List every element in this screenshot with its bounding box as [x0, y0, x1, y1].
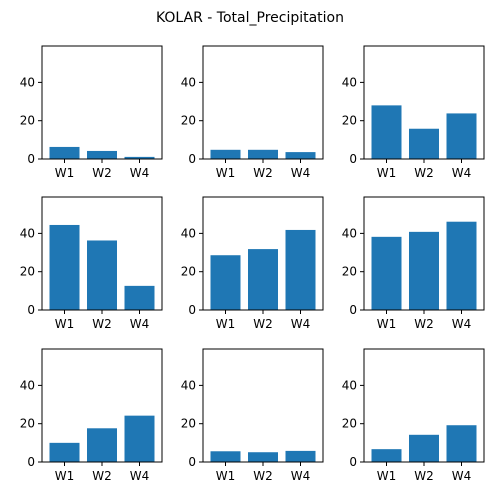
- y-tick-label: 0: [349, 455, 357, 469]
- y-tick-label: 20: [342, 265, 357, 279]
- y-tick-label: 20: [20, 265, 35, 279]
- bar-w2: [87, 428, 117, 462]
- subplot-7: W1 W2 W4 0 20 40: [20, 348, 163, 483]
- y-tick-label: 40: [20, 226, 35, 240]
- bar-w1: [49, 146, 80, 159]
- y-tick-label: 40: [20, 378, 35, 392]
- x-tick-label: W4: [291, 317, 311, 331]
- bar-w4: [285, 229, 316, 310]
- y-tick-label: 0: [349, 152, 357, 166]
- plot-frame: [202, 45, 324, 160]
- y-tick-label: 40: [181, 226, 196, 240]
- chart-title: KOLAR - Total_Precipitation: [156, 10, 344, 26]
- y-tick-label: 40: [342, 75, 357, 89]
- bar-w4: [285, 152, 316, 159]
- y-tick-label: 0: [188, 455, 196, 469]
- x-tick-label: W1: [377, 166, 397, 180]
- bar-w1: [49, 442, 80, 462]
- x-tick-label: W4: [291, 469, 311, 483]
- y-tick-label: 40: [181, 378, 196, 392]
- subplot-grid: W1 W2 W4 0 20 40 W1 W2 W4 0 20 40 W1 W2 W4 0 20 40 W1 W2 W4 0…: [20, 45, 485, 483]
- x-tick-label: W4: [452, 469, 472, 483]
- y-tick-label: 0: [27, 152, 35, 166]
- y-tick-label: 20: [20, 114, 35, 128]
- bar-w2: [87, 150, 117, 159]
- y-tick-label: 20: [342, 417, 357, 431]
- y-tick-label: 40: [342, 226, 357, 240]
- y-tick-label: 0: [188, 303, 196, 317]
- bar-w4: [124, 415, 155, 462]
- bar-w4: [446, 113, 477, 159]
- x-tick-label: W1: [216, 317, 236, 331]
- x-tick-label: W2: [92, 469, 112, 483]
- bar-w2: [409, 231, 439, 310]
- bar-w2: [248, 249, 278, 310]
- x-tick-label: W1: [55, 469, 75, 483]
- bar-w2: [248, 149, 278, 159]
- y-tick-label: 20: [20, 417, 35, 431]
- x-tick-label: W2: [253, 317, 273, 331]
- y-tick-label: 40: [342, 378, 357, 392]
- x-tick-label: W2: [92, 317, 112, 331]
- y-tick-label: 20: [181, 265, 196, 279]
- y-tick-label: 20: [342, 114, 357, 128]
- plot-frame: [202, 348, 324, 463]
- y-tick-label: 20: [181, 417, 196, 431]
- x-tick-label: W1: [377, 469, 397, 483]
- bar-w1: [371, 236, 402, 310]
- y-tick-label: 40: [20, 75, 35, 89]
- subplot-1: W1 W2 W4 0 20 40: [20, 45, 163, 180]
- x-tick-label: W2: [414, 469, 434, 483]
- x-tick-label: W2: [92, 166, 112, 180]
- bar-w2: [248, 452, 278, 462]
- subplot-8: W1 W2 W4 0 20 40: [181, 348, 324, 483]
- x-tick-label: W4: [291, 166, 311, 180]
- bar-w2: [409, 128, 439, 159]
- x-tick-label: W1: [216, 469, 236, 483]
- y-tick-label: 0: [27, 303, 35, 317]
- subplot-2: W1 W2 W4 0 20 40: [181, 45, 324, 180]
- x-tick-label: W2: [414, 166, 434, 180]
- bar-w1: [49, 224, 80, 310]
- y-tick-label: 0: [349, 303, 357, 317]
- bar-w4: [446, 221, 477, 310]
- bar-w1: [371, 105, 402, 159]
- subplot-6: W1 W2 W4 0 20 40: [342, 196, 485, 331]
- x-tick-label: W4: [452, 166, 472, 180]
- x-tick-label: W2: [414, 317, 434, 331]
- x-tick-label: W2: [253, 469, 273, 483]
- bar-w4: [446, 425, 477, 462]
- bar-w1: [210, 149, 241, 159]
- x-tick-label: W4: [130, 317, 150, 331]
- bar-w4: [285, 450, 316, 462]
- bar-w1: [210, 255, 241, 310]
- x-tick-label: W1: [55, 317, 75, 331]
- plot-frame: [41, 45, 163, 160]
- y-tick-label: 20: [181, 114, 196, 128]
- y-tick-label: 40: [181, 75, 196, 89]
- bar-w4: [124, 285, 155, 310]
- x-tick-label: W1: [216, 166, 236, 180]
- subplot-5: W1 W2 W4 0 20 40: [181, 196, 324, 331]
- y-tick-label: 0: [188, 152, 196, 166]
- bar-w2: [409, 434, 439, 462]
- x-tick-label: W2: [253, 166, 273, 180]
- x-tick-label: W1: [377, 317, 397, 331]
- x-tick-label: W4: [452, 317, 472, 331]
- bar-w1: [210, 451, 241, 462]
- x-tick-label: W4: [130, 469, 150, 483]
- x-tick-label: W4: [130, 166, 150, 180]
- x-tick-label: W1: [55, 166, 75, 180]
- subplot-3: W1 W2 W4 0 20 40: [342, 45, 485, 180]
- y-tick-label: 0: [27, 455, 35, 469]
- bar-w1: [371, 449, 402, 462]
- bar-w2: [87, 240, 117, 310]
- subplot-9: W1 W2 W4 0 20 40: [342, 348, 485, 483]
- bar-w4: [124, 156, 155, 159]
- subplot-4: W1 W2 W4 0 20 40: [20, 196, 163, 331]
